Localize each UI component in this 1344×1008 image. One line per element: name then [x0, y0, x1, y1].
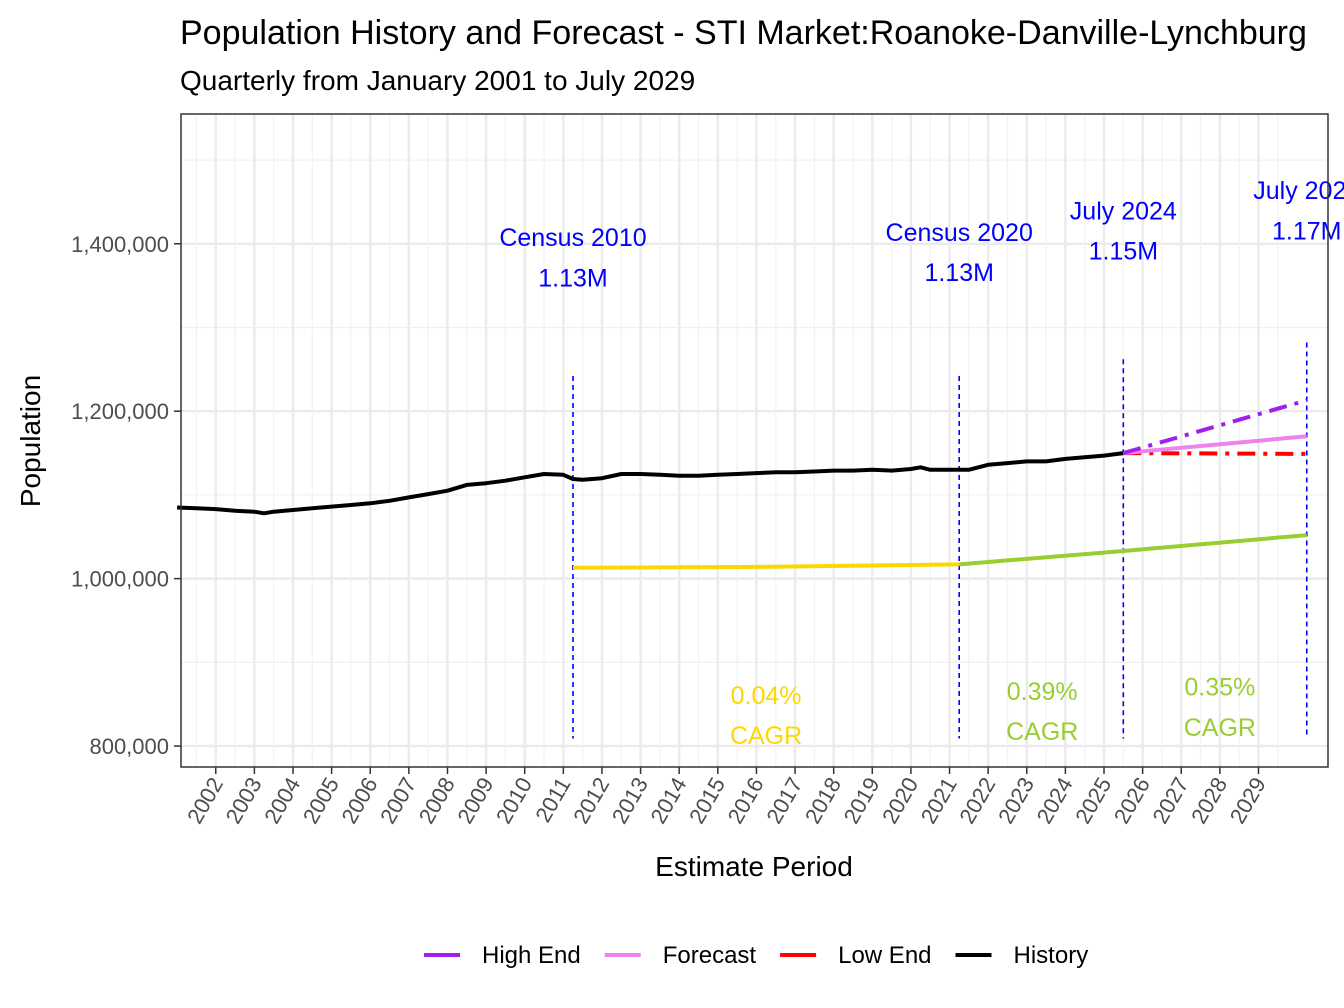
x-tick-label: 2022 [954, 773, 1000, 828]
annotation-label: 1.17M [1272, 217, 1341, 245]
x-axis-title: Estimate Period [655, 851, 853, 882]
x-tick-label: 2017 [761, 773, 807, 828]
x-tick-label: 2014 [645, 773, 691, 828]
chart-title: Population History and Forecast - STI Ma… [180, 14, 1307, 52]
x-tick-label: 2006 [336, 773, 382, 828]
panel-border [180, 113, 1329, 768]
x-tick-label: 2015 [684, 773, 730, 828]
x-tick-label: 2026 [1109, 773, 1155, 828]
annotation-label: CAGR [1184, 714, 1256, 742]
annotation-label: 1.13M [538, 264, 607, 292]
annotation-label: CAGR [730, 722, 802, 750]
x-tick-label: 2027 [1147, 773, 1193, 828]
series-line-cagr-2020-2029 [959, 533, 1307, 567]
reference-lines [572, 342, 1308, 739]
x-tick-label: 2016 [723, 773, 769, 828]
legend: High End Forecast Low End History [424, 942, 1088, 969]
annotation-label: July 2024 [1070, 197, 1177, 225]
legend-label: Low End [838, 942, 931, 969]
annotation-label: 0.35% [1184, 674, 1255, 702]
chart-subtitle: Quarterly from January 2001 to July 2029 [180, 65, 695, 96]
x-tick-label: 2003 [221, 773, 267, 828]
annotation-label: 0.04% [731, 682, 802, 710]
legend-label: High End [482, 942, 581, 969]
annotations: Census 2010 1.13M Census 2020 1.13M July 202… [499, 177, 1344, 750]
x-tick-label: 2013 [607, 773, 653, 828]
panel-background [181, 114, 1328, 767]
x-tick-label: 2010 [491, 773, 537, 828]
x-tick-label: 2018 [800, 773, 846, 828]
annotation-label: 1.15M [1089, 237, 1158, 265]
legend-label: Forecast [663, 942, 757, 969]
annotation-label: 1.13M [924, 259, 993, 287]
grid-lines [181, 114, 1328, 767]
x-tick-label: 2008 [414, 773, 460, 828]
x-tick-label: 2004 [259, 773, 305, 828]
x-tick-label: 2012 [568, 773, 614, 828]
x-tick-label: 2023 [993, 773, 1039, 828]
series-line-low-end [1123, 451, 1307, 456]
annotation-label: CAGR [1006, 718, 1078, 746]
y-axis-title: Population [15, 375, 46, 507]
x-tick-label: 2025 [1070, 773, 1116, 828]
legend-label: History [1014, 942, 1089, 969]
series-line-history [177, 451, 1124, 516]
x-tick-label: 2019 [839, 773, 885, 828]
y-tick-label: 1,400,000 [71, 232, 169, 257]
series-line-forecast [1123, 434, 1307, 456]
x-tick-label: 2007 [375, 773, 421, 828]
x-tick-label: 2020 [877, 773, 923, 828]
x-tick-label: 2028 [1186, 773, 1232, 828]
x-tick-label: 2009 [452, 773, 498, 828]
x-tick-label: 2011 [530, 773, 575, 826]
annotation-label: 0.39% [1007, 678, 1078, 706]
x-tick-label: 2024 [1032, 773, 1078, 828]
annotation-label: Census 2010 [499, 224, 646, 252]
annotation-label: Census 2020 [886, 219, 1033, 247]
y-tick-label: 1,000,000 [71, 567, 169, 592]
plot-panel: Census 2010 1.13M Census 2020 1.13M July 202… [177, 113, 1344, 768]
series-line-high-end [1122, 398, 1308, 456]
y-tick-label: 800,000 [89, 734, 169, 759]
x-tick-label: 2021 [916, 773, 962, 828]
series-line-cagr-2010-2020 [572, 562, 960, 570]
x-tick-label: 2005 [298, 773, 344, 828]
annotation-label: July 2029 [1253, 177, 1344, 205]
x-tick-label: 2029 [1225, 773, 1271, 828]
x-tick-label: 2002 [182, 773, 228, 828]
series-lines [177, 398, 1308, 570]
y-tick-label: 1,200,000 [71, 399, 169, 424]
